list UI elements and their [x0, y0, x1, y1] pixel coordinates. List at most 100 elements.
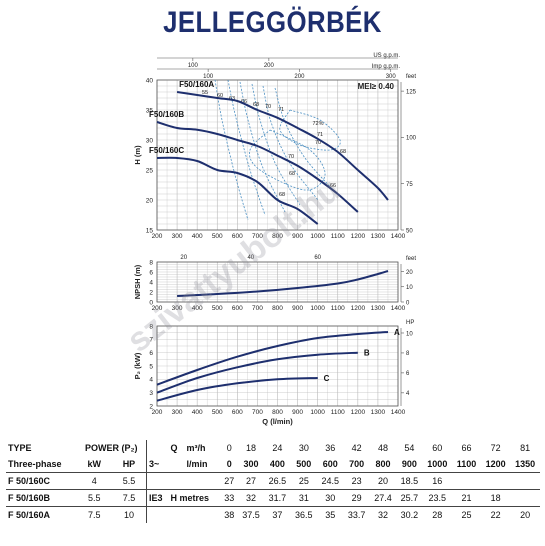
top-axis-tick-label: 100 [203, 74, 214, 80]
series-curve [156, 121, 359, 213]
secondary-tick-label: 100 [406, 136, 417, 142]
series-label: F50/160B [149, 110, 184, 119]
top-axis-tick-label: 300 [386, 74, 397, 80]
table-cell-h: 24.5 [317, 472, 344, 490]
table-cell-kw: 7.5 [88, 510, 101, 520]
table-cell-h: 25 [290, 472, 318, 490]
y-tick-label: 8 [149, 259, 153, 266]
secondary-tick-label: 75 [406, 182, 413, 188]
table-subheader-lmin-unit: l/min [184, 456, 221, 473]
table-lmin-cell: 700 [343, 456, 370, 473]
table-subheader-hp: HP [111, 456, 147, 473]
top-axis-tick-label: 100 [188, 63, 199, 69]
secondary-tick-label: 10 [406, 285, 413, 291]
table-cell-blank [168, 472, 185, 490]
efficiency-label: 68 [289, 171, 295, 177]
efficiency-label: 55 [202, 90, 208, 96]
series-label: C [324, 374, 330, 383]
table-m3h-cell: 60 [432, 443, 443, 453]
x-tick-label: 200 [152, 233, 163, 240]
table-cell-h: 21 [452, 489, 481, 507]
secondary-axis-label: HP [406, 320, 414, 326]
table-lmin-cell: 800 [369, 456, 397, 473]
table-cell-h: 35 [325, 510, 336, 520]
table-cell-h: 30.2 [400, 510, 419, 520]
series-curve [156, 377, 318, 402]
efficiency-label: 71 [317, 132, 323, 138]
x-tick-label: 600 [232, 409, 243, 416]
efficiency-label: 60 [217, 93, 223, 99]
table-cell-h: 20 [369, 472, 397, 490]
y-tick-label: 0 [149, 299, 153, 306]
table-cell-h [510, 472, 540, 490]
table-cell-hp: 5.5 [111, 472, 147, 490]
table-cell-h: 22 [490, 510, 501, 520]
table-lmin-cell: 1200 [480, 456, 511, 473]
efficiency-label: 68 [253, 102, 259, 108]
table-m3h-cell: 54 [404, 443, 415, 453]
x-tick-label: 800 [272, 409, 283, 416]
table-subheader-kw: kW [76, 456, 112, 473]
table-lmin-cell: 500 [290, 456, 318, 473]
top-axis-tick-label: 40 [247, 255, 254, 261]
table-cell-h: 23 [343, 472, 370, 490]
x-tick-label: 800 [272, 233, 283, 240]
table-cell-blank [184, 507, 220, 524]
top-axis-tick-label: 200 [264, 63, 275, 69]
table-row: F 50/160B 5.5 7.5 IE3 H metres 33 32 31.… [6, 489, 540, 507]
table-cell-h-label: H metres [168, 489, 221, 507]
table-subheader-motor: 3~ [145, 456, 169, 473]
table-cell-blank [184, 472, 221, 490]
x-tick-label: 1000 [310, 409, 325, 416]
y-tick-label: 40 [146, 77, 154, 84]
page-title: JELLEGGÖRBÉK [163, 6, 382, 39]
table-cell-h: 37 [272, 510, 283, 520]
x-tick-label: 400 [192, 305, 203, 312]
series-curve [177, 270, 389, 297]
table-cell-blank [169, 507, 185, 524]
table-cell-h: 29 [343, 489, 370, 507]
series-label: F50/160A [179, 80, 214, 89]
plot-frame [156, 261, 399, 303]
x-tick-label: 1400 [391, 233, 406, 240]
x-tick-label: 1200 [351, 409, 366, 416]
x-tick-label: 800 [272, 305, 283, 312]
y-tick-label: 5 [149, 363, 153, 370]
x-tick-label: 500 [212, 409, 223, 416]
x-tick-label: 700 [252, 233, 263, 240]
efficiency-label: 68 [340, 149, 346, 155]
table-cell-h: 37.5 [242, 510, 260, 520]
y-axis-label: P₂ (kW) [133, 352, 142, 379]
series-label: B [364, 349, 370, 358]
efficiency-label: 68 [279, 192, 285, 198]
y-tick-label: 2 [149, 289, 153, 296]
secondary-tick-label: 20 [406, 270, 413, 276]
mei-annotation: MEI≥ 0.40 [358, 82, 395, 91]
secondary-tick-label: 4 [406, 391, 410, 397]
y-tick-label: 4 [149, 279, 153, 286]
table-row: F 50/160C 4 5.5 27 27 26.5 25 24.5 23 20… [6, 472, 540, 490]
table-m3h-cell: 48 [377, 443, 388, 453]
table-m3h-cell: 72 [490, 443, 501, 453]
table-cell-type: F 50/160B [6, 489, 77, 507]
efficiency-isoline [274, 87, 336, 193]
x-axis-label: Q (l/min) [262, 417, 293, 426]
table-m3h-cell: 24 [272, 443, 283, 453]
table-m3h-cell: 81 [520, 443, 531, 453]
x-tick-label: 900 [292, 305, 303, 312]
top-axis-tick-label: 20 [180, 255, 187, 261]
y-tick-label: 7 [149, 337, 153, 344]
x-tick-label: 1100 [331, 305, 345, 312]
efficiency-isoline [249, 129, 326, 191]
secondary-tick-label: 6 [406, 371, 410, 377]
secondary-tick-label: 50 [406, 228, 413, 234]
table-cell-ie: IE3 [145, 489, 169, 507]
table-m3h-cell: 18 [246, 443, 257, 453]
table-cell-type: F 50/160C [6, 472, 77, 490]
top-axis-tick-label: 200 [294, 74, 305, 80]
table-m3h-cell: 36 [325, 443, 336, 453]
x-tick-label: 300 [172, 233, 183, 240]
series-curve [156, 331, 389, 386]
x-tick-label: 500 [212, 305, 223, 312]
table-cell-h: 18 [480, 489, 511, 507]
